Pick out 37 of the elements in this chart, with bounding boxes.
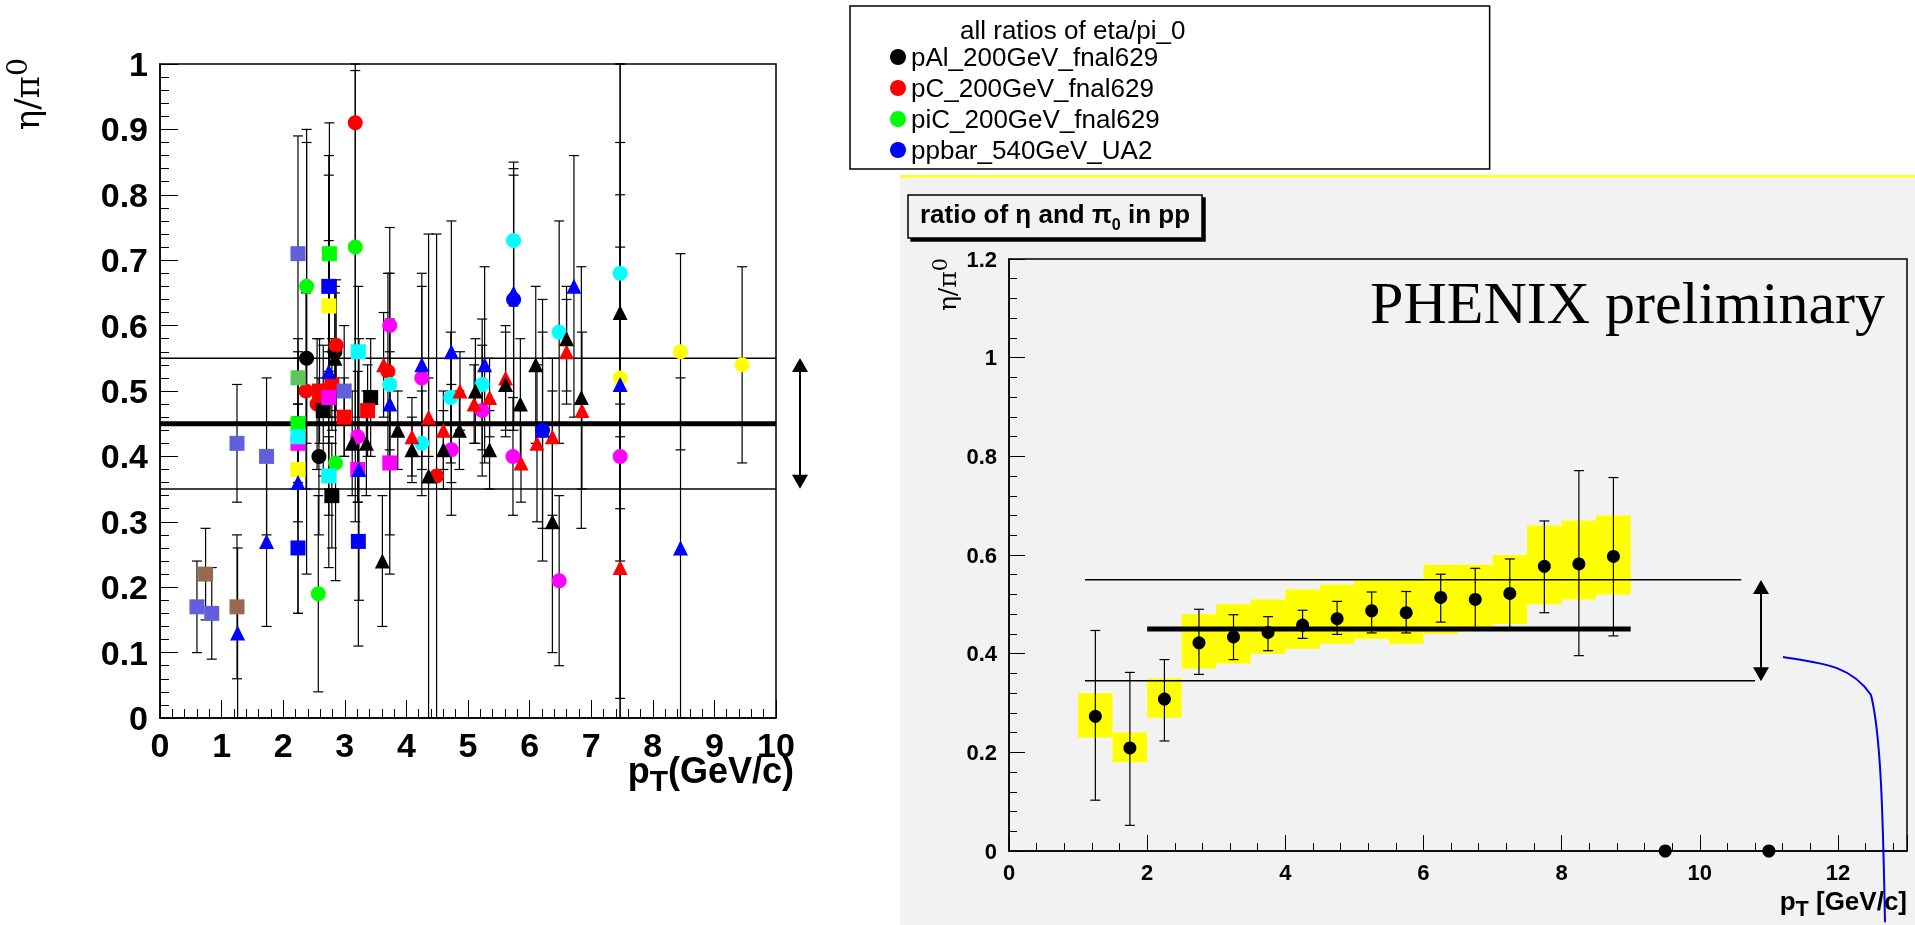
y-tick-label: 0.4 bbox=[966, 641, 998, 667]
y-tick-label: 0.2 bbox=[100, 568, 148, 607]
x-tick-label: 10 bbox=[1687, 859, 1713, 885]
y-tick-label: 0 bbox=[129, 699, 148, 737]
y-tick-label: 1 bbox=[129, 45, 148, 83]
y-tick-label: 0.8 bbox=[100, 175, 148, 214]
y-tick-label: 0.8 bbox=[966, 443, 997, 469]
x-tick-label: 6 bbox=[1417, 859, 1430, 885]
x-tick-label: 2 bbox=[273, 726, 293, 764]
y-tick-label: 0 bbox=[984, 838, 997, 864]
x-tick-label: 3 bbox=[335, 726, 355, 764]
x-tick-label: 1 bbox=[212, 726, 232, 764]
x-tick-label: 6 bbox=[520, 726, 540, 764]
legend-label: pC_200GeV_fnal629 bbox=[911, 73, 1154, 103]
x-tick-label: 7 bbox=[581, 726, 601, 764]
x-tick-label: 4 bbox=[396, 726, 416, 764]
annotation: PHENIX preliminary bbox=[1370, 270, 1886, 336]
y-tick-label: 0.9 bbox=[100, 110, 148, 149]
y-tick-label: 0.5 bbox=[100, 372, 148, 410]
x-tick-label: 0 bbox=[1002, 859, 1016, 885]
legend-title: all ratios of eta/pi_0 bbox=[960, 15, 1186, 45]
x-tick-label: 2 bbox=[1141, 859, 1154, 885]
y-tick-label: 0.2 bbox=[966, 739, 997, 765]
y-tick-label: 0.7 bbox=[100, 241, 148, 280]
legend-label: piC_200GeV_fnal629 bbox=[911, 104, 1160, 134]
legend-label: ppbar_540GeV_UA2 bbox=[911, 135, 1153, 165]
x-tick-label: 12 bbox=[1825, 859, 1851, 885]
y-tick-label: 1.2 bbox=[966, 246, 997, 272]
x-tick-label: 8 bbox=[1555, 859, 1568, 885]
y-tick-label: 0.1 bbox=[100, 633, 148, 672]
y-tick-label: 1 bbox=[984, 345, 997, 371]
x-tick-label: 5 bbox=[458, 726, 478, 764]
y-tick-label: 0.6 bbox=[100, 306, 148, 345]
y-tick-label: 0.6 bbox=[966, 542, 997, 568]
y-tick-label: 0.4 bbox=[100, 437, 149, 476]
y-tick-label: 0.3 bbox=[100, 502, 148, 541]
x-tick-label: 4 bbox=[1279, 859, 1293, 885]
